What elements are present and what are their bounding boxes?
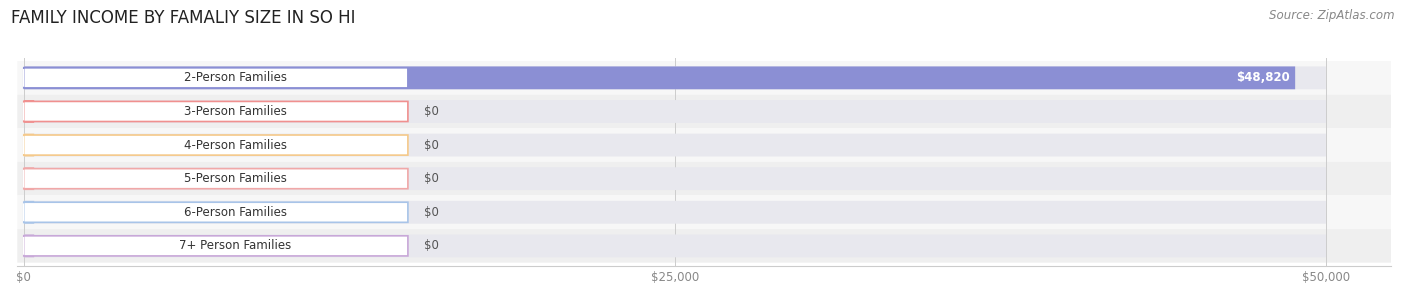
- FancyBboxPatch shape: [24, 100, 34, 123]
- Text: $0: $0: [423, 105, 439, 118]
- Text: $48,820: $48,820: [1236, 71, 1289, 84]
- Text: 3-Person Families: 3-Person Families: [184, 105, 287, 118]
- Text: $0: $0: [423, 172, 439, 185]
- Text: 7+ Person Families: 7+ Person Families: [179, 239, 291, 252]
- FancyBboxPatch shape: [17, 229, 1391, 263]
- Text: Source: ZipAtlas.com: Source: ZipAtlas.com: [1270, 9, 1395, 22]
- FancyBboxPatch shape: [24, 134, 1326, 156]
- Text: $0: $0: [423, 206, 439, 219]
- FancyBboxPatch shape: [17, 162, 1391, 196]
- FancyBboxPatch shape: [24, 101, 408, 121]
- FancyBboxPatch shape: [24, 167, 34, 190]
- FancyBboxPatch shape: [17, 196, 1391, 229]
- FancyBboxPatch shape: [17, 128, 1391, 162]
- FancyBboxPatch shape: [24, 135, 408, 155]
- FancyBboxPatch shape: [24, 236, 408, 256]
- FancyBboxPatch shape: [24, 235, 1326, 257]
- FancyBboxPatch shape: [24, 68, 408, 88]
- FancyBboxPatch shape: [24, 134, 34, 156]
- FancyBboxPatch shape: [24, 201, 34, 224]
- FancyBboxPatch shape: [24, 100, 1326, 123]
- FancyBboxPatch shape: [17, 95, 1391, 128]
- FancyBboxPatch shape: [24, 202, 408, 222]
- Text: 5-Person Families: 5-Person Families: [184, 172, 287, 185]
- FancyBboxPatch shape: [24, 235, 34, 257]
- Text: 2-Person Families: 2-Person Families: [184, 71, 287, 84]
- FancyBboxPatch shape: [24, 66, 1326, 89]
- Text: FAMILY INCOME BY FAMALIY SIZE IN SO HI: FAMILY INCOME BY FAMALIY SIZE IN SO HI: [11, 9, 356, 27]
- FancyBboxPatch shape: [24, 201, 1326, 224]
- FancyBboxPatch shape: [17, 61, 1391, 95]
- FancyBboxPatch shape: [24, 167, 1326, 190]
- FancyBboxPatch shape: [24, 169, 408, 189]
- Text: $0: $0: [423, 138, 439, 152]
- Text: 4-Person Families: 4-Person Families: [184, 138, 287, 152]
- Text: $0: $0: [423, 239, 439, 252]
- Text: 6-Person Families: 6-Person Families: [184, 206, 287, 219]
- FancyBboxPatch shape: [24, 66, 1295, 89]
